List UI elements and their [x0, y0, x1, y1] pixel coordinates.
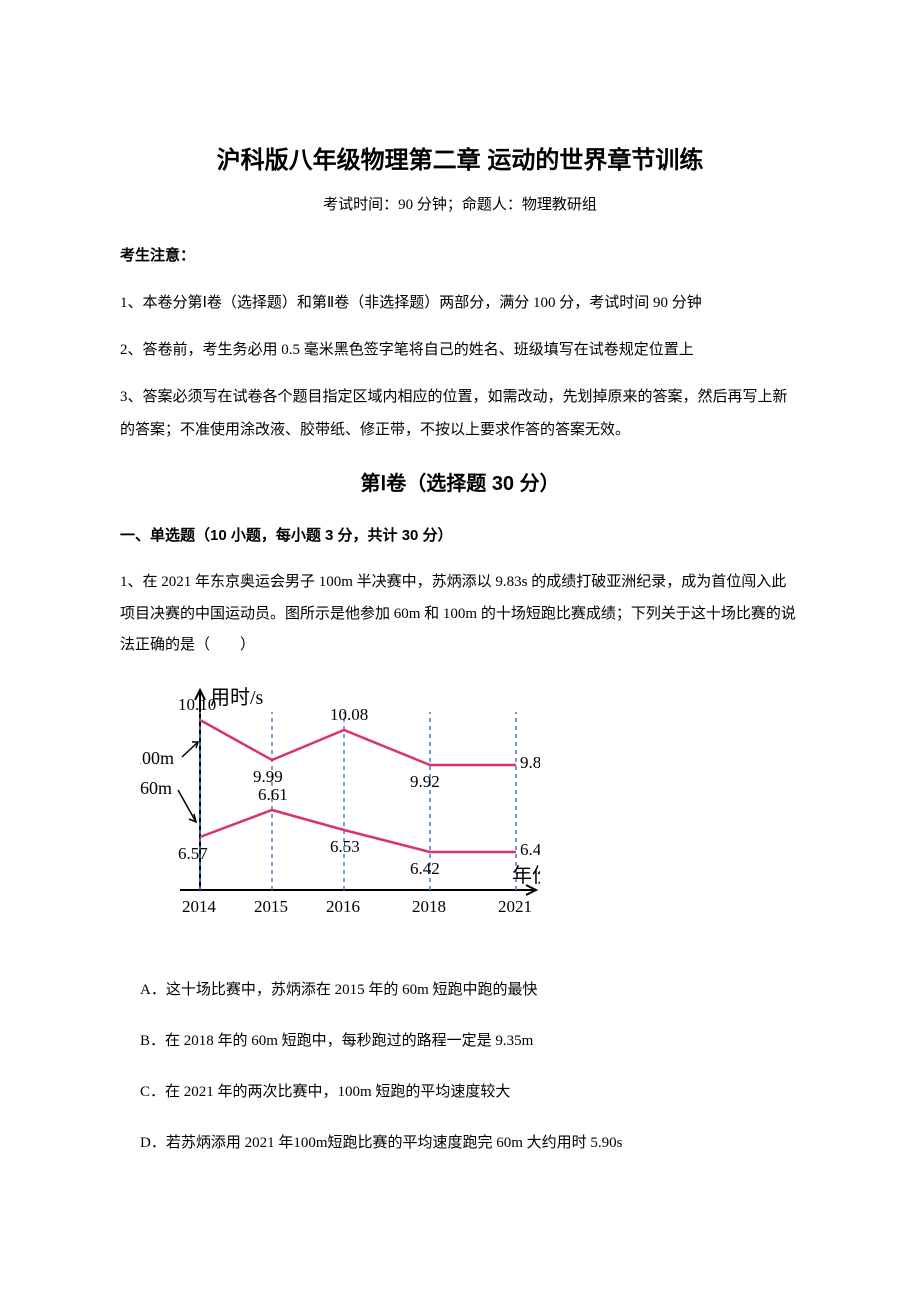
svg-text:9.99: 9.99	[253, 767, 283, 786]
chart-svg: 用时/s 年份 2014 2015 2016 2018 2021 10.10 9.99 10.08…	[140, 682, 540, 942]
svg-text:6.49: 6.49	[520, 840, 540, 859]
chart-container: 用时/s 年份 2014 2015 2016 2018 2021 10.10 9.99 10.08…	[140, 682, 800, 947]
doc-subtitle: 考试时间：90 分钟；命题人：物理教研组	[120, 193, 800, 214]
svg-text:2015: 2015	[254, 897, 288, 916]
q1-choice-c: C．在 2021 年的两次比赛中，100m 短跑的平均速度较大	[120, 1079, 800, 1106]
svg-text:100m: 100m	[140, 748, 174, 768]
q1-choice-d: D．若苏炳添用 2021 年100m短跑比赛的平均速度跑完 60m 大约用时 5…	[120, 1130, 800, 1157]
notice-2: 2、答卷前，考生务必用 0.5 毫米黑色签字笔将自己的姓名、班级填写在试卷规定位…	[120, 334, 800, 367]
svg-text:年份: 年份	[512, 864, 540, 887]
doc-title: 沪科版八年级物理第二章 运动的世界章节训练	[120, 140, 800, 175]
svg-text:9.92: 9.92	[410, 772, 440, 791]
question-type-header: 一、单选题（10 小题，每小题 3 分，共计 30 分）	[120, 524, 800, 545]
svg-text:2021: 2021	[498, 897, 532, 916]
svg-text:用时/s: 用时/s	[210, 686, 264, 709]
section-header: 第Ⅰ卷（选择题 30 分）	[120, 467, 800, 496]
svg-text:10.10: 10.10	[178, 695, 216, 714]
svg-text:2018: 2018	[412, 897, 446, 916]
q1-choice-b: B．在 2018 年的 60m 短跑中，每秒跑过的路程一定是 9.35m	[120, 1028, 800, 1055]
q1-choice-a: A．这十场比赛中，苏炳添在 2015 年的 60m 短跑中跑的最快	[120, 977, 800, 1004]
svg-text:2014: 2014	[182, 897, 217, 916]
svg-text:6.61: 6.61	[258, 785, 288, 804]
svg-text:10.08: 10.08	[330, 705, 368, 724]
q1-text: 1、在 2021 年东京奥运会男子 100m 半决赛中，苏炳添以 9.83s 的…	[120, 567, 800, 662]
notice-1: 1、本卷分第Ⅰ卷（选择题）和第Ⅱ卷（非选择题）两部分，满分 100 分，考试时间…	[120, 287, 800, 320]
svg-text:6.42: 6.42	[410, 859, 440, 878]
notice-header: 考生注意：	[120, 244, 800, 265]
svg-text:6.53: 6.53	[330, 837, 360, 856]
svg-text:60m: 60m	[140, 778, 172, 798]
svg-text:6.57: 6.57	[178, 844, 208, 863]
notice-3: 3、答案必须写在试卷各个题目指定区域内相应的位置，如需改动，先划掉原来的答案，然…	[120, 381, 800, 447]
svg-text:9.83: 9.83	[520, 753, 540, 772]
svg-text:2016: 2016	[326, 897, 360, 916]
